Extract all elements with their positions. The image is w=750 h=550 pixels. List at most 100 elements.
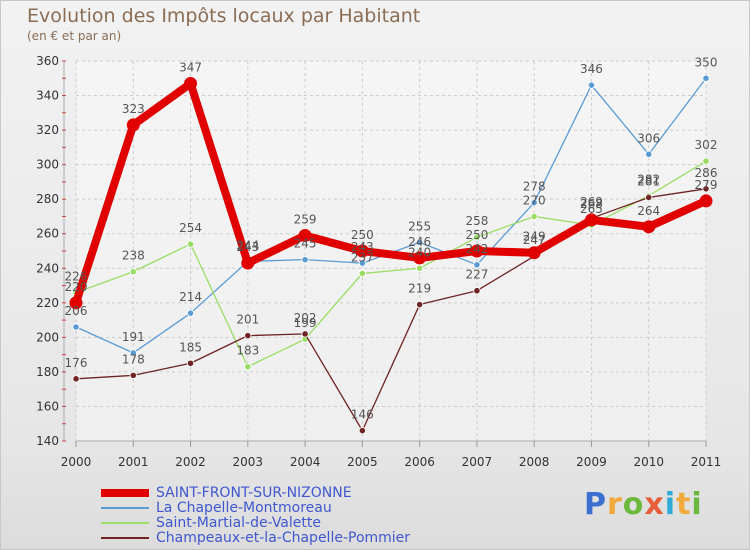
data-point <box>530 199 538 207</box>
data-point <box>186 309 195 317</box>
data-label: 279 <box>695 178 718 192</box>
y-tick-label: 280 <box>36 192 59 206</box>
data-label: 346 <box>580 62 603 76</box>
data-point <box>587 81 596 89</box>
data-label: 270 <box>523 193 546 207</box>
data-label: 247 <box>523 233 546 247</box>
chart-subtitle: (en € et par an) <box>27 29 122 43</box>
data-label: 185 <box>179 340 202 354</box>
data-label: 227 <box>465 268 488 282</box>
data-point <box>473 261 481 269</box>
data-point <box>416 300 424 309</box>
legend-label: Saint-Martial-de-Valette <box>156 514 321 531</box>
data-label: 243 <box>236 240 259 254</box>
data-label: 238 <box>122 249 145 263</box>
data-label: 258 <box>465 214 488 228</box>
data-label: 350 <box>695 55 718 69</box>
data-label: 201 <box>236 313 259 327</box>
data-point <box>527 246 541 260</box>
data-point <box>241 256 255 270</box>
y-tick-label: 200 <box>36 330 59 344</box>
y-tick-label: 260 <box>36 227 59 241</box>
data-point <box>69 296 83 310</box>
series-line <box>72 79 708 305</box>
data-point <box>416 264 424 272</box>
data-label: 220 <box>65 280 88 294</box>
data-label: 146 <box>351 408 374 422</box>
legend-swatch <box>101 506 149 509</box>
data-label: 286 <box>695 166 718 180</box>
data-point <box>416 238 424 246</box>
data-label: 250 <box>465 228 488 242</box>
data-point <box>244 332 252 340</box>
y-tick-label: 220 <box>36 296 59 310</box>
data-label: 306 <box>637 131 660 145</box>
chart-legend: SAINT-FRONT-SUR-NIZONNE La Chapelle-Montm… <box>101 484 461 546</box>
data-label: 323 <box>122 102 145 116</box>
data-label: 246 <box>408 235 431 249</box>
y-tick-label: 180 <box>36 365 59 379</box>
y-tick-label: 140 <box>36 434 59 448</box>
data-label: 268 <box>580 197 603 211</box>
data-label: 237 <box>351 250 374 264</box>
data-label: 226 <box>65 269 88 283</box>
data-point <box>301 330 309 338</box>
data-point <box>184 76 198 90</box>
data-label: 281 <box>637 174 660 188</box>
x-tick-label: 2006 <box>404 455 435 469</box>
data-point <box>584 213 598 227</box>
y-tick-label: 240 <box>36 261 59 275</box>
data-point <box>699 194 713 208</box>
data-point <box>413 251 427 265</box>
legend-swatch <box>101 521 149 524</box>
x-tick-label: 2011 <box>691 455 722 469</box>
series-line <box>75 188 707 432</box>
y-tick-label: 360 <box>36 54 59 68</box>
data-point <box>530 212 538 221</box>
data-point <box>355 244 369 258</box>
x-tick-label: 2000 <box>61 455 92 469</box>
logo-letter: i <box>664 487 677 522</box>
data-label: 183 <box>236 344 259 358</box>
data-point <box>358 427 366 435</box>
data-label: 259 <box>294 212 317 226</box>
logo-letter: i <box>691 487 703 522</box>
x-tick-label: 2009 <box>576 455 607 469</box>
data-label: 244 <box>236 238 259 252</box>
legend-swatch <box>101 488 149 497</box>
data-label: 245 <box>294 237 317 251</box>
legend-label: SAINT-FRONT-SUR-NIZONNE <box>156 484 352 501</box>
data-point <box>645 150 653 158</box>
data-label: 240 <box>408 245 431 259</box>
data-point <box>358 259 366 267</box>
data-label: 269 <box>580 195 603 209</box>
x-tick-label: 2005 <box>347 455 378 469</box>
data-point <box>642 220 656 234</box>
data-point <box>473 287 481 295</box>
data-point <box>72 323 80 331</box>
x-tick-label: 2007 <box>462 455 493 469</box>
logo-letter: o <box>622 487 645 522</box>
legend-swatch <box>101 536 149 539</box>
data-point <box>129 268 137 276</box>
data-label: 302 <box>695 138 718 152</box>
logo-letter: x <box>644 487 665 522</box>
legend-item: La Chapelle-Montmoreau <box>101 499 461 516</box>
data-label: 206 <box>65 304 88 318</box>
data-label: 249 <box>523 230 546 244</box>
data-point <box>126 118 140 132</box>
legend-item: Saint-Martial-de-Valette <box>101 514 461 531</box>
data-point <box>301 256 309 264</box>
legend-label: La Chapelle-Montmoreau <box>156 499 332 516</box>
logo-letter: r <box>607 487 623 522</box>
data-point <box>358 269 366 278</box>
data-label: 199 <box>294 316 317 330</box>
y-tick-label: 300 <box>36 158 59 172</box>
data-label: 250 <box>351 228 374 242</box>
data-point <box>702 74 710 82</box>
logo-letter: t <box>676 487 692 522</box>
data-point <box>244 363 252 371</box>
x-tick-label: 2002 <box>175 455 206 469</box>
data-point <box>129 371 137 379</box>
